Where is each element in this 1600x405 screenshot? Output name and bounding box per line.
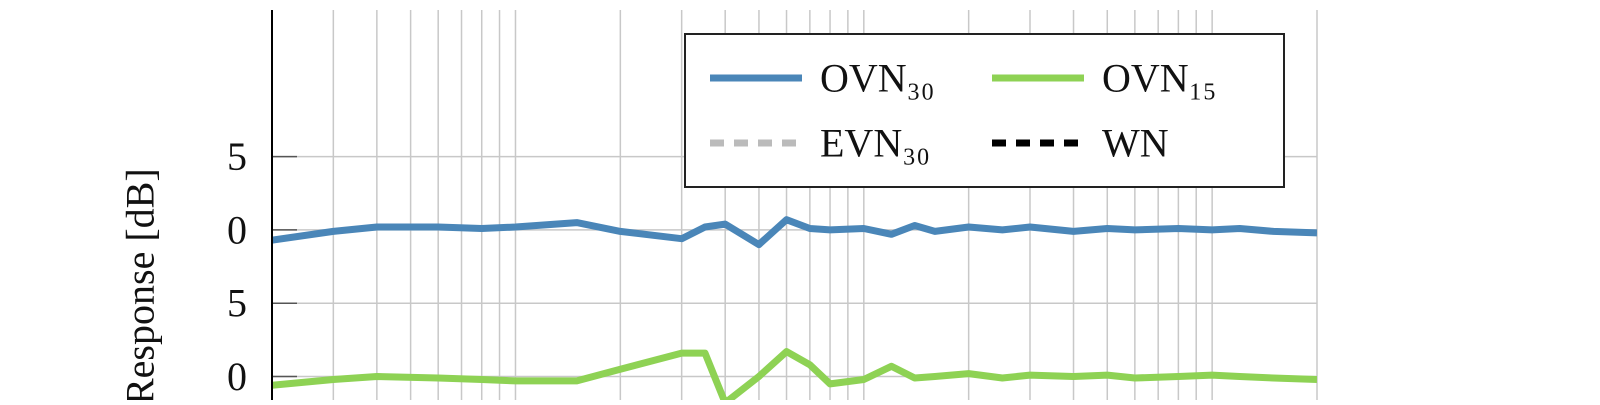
- legend: OVN₃₀ OVN₁₅ EVN₃₀ WN: [710, 56, 1217, 166]
- legend-label: EVN₃₀: [820, 121, 930, 166]
- legend-label: OVN₁₅: [1102, 56, 1217, 101]
- legend-label: OVN₃₀: [820, 56, 935, 101]
- y-axis-label: Response [dB]: [118, 168, 163, 400]
- y-tick-label: 0: [227, 207, 247, 252]
- series-line: [272, 348, 1317, 400]
- legend-box: [684, 33, 1285, 188]
- series-line: [272, 216, 1317, 249]
- plot-lines: [272, 216, 1317, 400]
- legend-label: WN: [1102, 121, 1169, 166]
- y-tick-label: 5: [227, 281, 247, 326]
- y-tick-label: 0: [227, 354, 247, 399]
- y-tick-label: 5: [227, 134, 247, 179]
